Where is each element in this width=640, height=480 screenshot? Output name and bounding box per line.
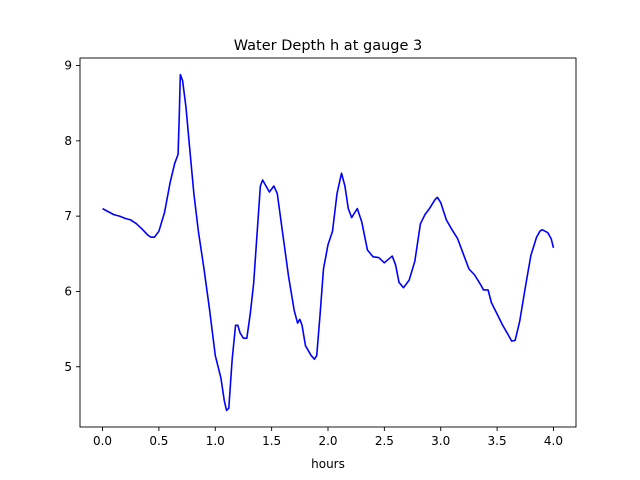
x-tick-label: 1.0 [206,434,225,448]
x-tick-label: 2.5 [375,434,394,448]
series-line-0 [102,73,555,412]
y-tick-label: 9 [64,59,72,73]
x-tick-label: 3.5 [488,434,507,448]
x-tick-label: 0.0 [93,434,112,448]
y-tick-label: 8 [64,134,72,148]
x-tick-label: 0.5 [149,434,168,448]
y-tick-label: 5 [64,360,72,374]
chart-title: Water Depth h at gauge 3 [234,38,422,54]
x-tick-label: 4.0 [544,434,563,448]
y-tick-label: 6 [64,284,72,298]
x-tick-label: 2.0 [318,434,337,448]
x-tick-label: 3.0 [431,434,450,448]
x-tick-label: 1.5 [262,434,281,448]
plot-area: 0.0 0.5 1.0 1.5 2.0 2.5 3.0 3.5 4.0 5 6 7 8 9 [64,57,577,448]
x-axis-label: hours [311,457,345,471]
y-tick-label: 7 [64,209,72,223]
